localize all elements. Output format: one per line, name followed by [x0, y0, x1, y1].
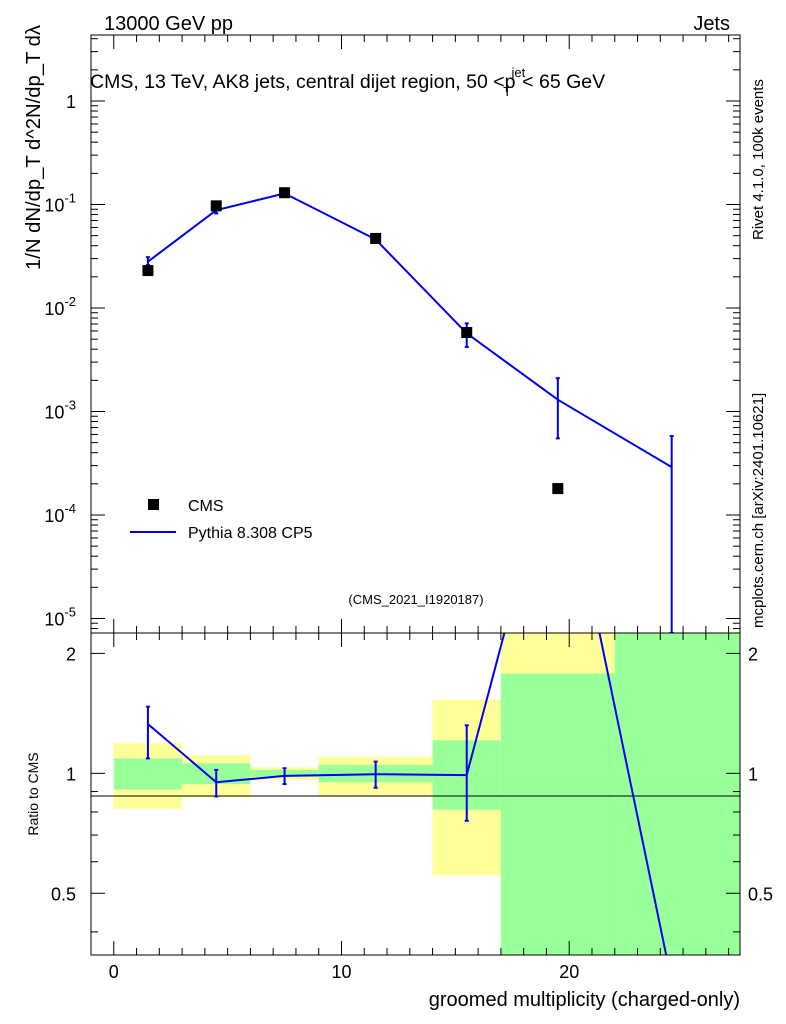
ratio-panel-frame: [90, 632, 741, 956]
cms-data-point: [461, 326, 473, 338]
analysis-watermark: (CMS_2021_I1920187): [348, 592, 483, 607]
ratio-y-tick-label-right: 0.5: [748, 884, 773, 904]
cms-data-point: [210, 200, 222, 212]
x-tick-label: 10: [331, 962, 351, 982]
header-energy-label: 13000 GeV pp: [104, 13, 233, 35]
uncertainty-band-inner: [614, 633, 740, 955]
legend-cms-label: CMS: [188, 498, 224, 515]
y-tick-label: 10-5: [44, 605, 76, 630]
cms-data-point: [370, 232, 382, 244]
ratio-y-tick-label-right: 1: [748, 764, 758, 784]
cms-data-point: [142, 265, 154, 277]
x-tick-label: 0: [109, 962, 119, 982]
legend: CMS Pythia 8.308 CP5: [130, 498, 313, 542]
ratio-y-axis-label: Ratio to CMS: [25, 752, 41, 835]
chart-title: CMS, 13 TeV, AK8 jets, central dijet reg…: [90, 65, 605, 99]
legend-cms-marker: [148, 499, 159, 510]
y-tick-label: 10-3: [44, 398, 76, 423]
ratio-y-tick-label: 2: [66, 644, 76, 664]
main-panel-frame: [90, 34, 741, 634]
uncertainty-band-inner: [113, 758, 183, 790]
mcplots-source-label: mcplots.cern.ch [arXiv:2401.10621]: [750, 393, 767, 628]
x-tick-label: 20: [559, 962, 579, 982]
ratio-y-tick-label: 0.5: [51, 884, 76, 904]
ratio-panel: 0.5 0.51 12 20 10 20: [51, 632, 773, 982]
main-panel: 10-5 10-4 10-3 10-2 10-1 1: [44, 34, 741, 634]
cms-data-point: [279, 187, 291, 199]
pythia-line: [147, 192, 673, 468]
header-type-label: Jets: [693, 13, 730, 35]
cms-data-point: [552, 483, 564, 495]
y-tick-label: 10-4: [44, 501, 76, 526]
rivet-version-label: Rivet 4.1.0, 100k events: [750, 79, 767, 240]
legend-pythia-label: Pythia 8.308 CP5: [188, 525, 313, 542]
y-axis-label: 1/N dN/dp_T d^2N/dp_T dλ: [23, 25, 45, 270]
ratio-y-tick-label-right: 2: [748, 644, 758, 664]
y-tick-label: 1: [66, 92, 76, 112]
x-axis-label: groomed multiplicity (charged-only): [429, 989, 740, 1011]
ratio-y-tick-label: 1: [66, 764, 76, 784]
y-tick-label: 10-1: [44, 191, 76, 216]
y-axis-label-text: 1/N dN/dp_T d^2N/dp_T dλ: [23, 25, 45, 270]
y-tick-label: 10-2: [44, 294, 76, 319]
uncertainty-band-inner: [500, 673, 615, 955]
